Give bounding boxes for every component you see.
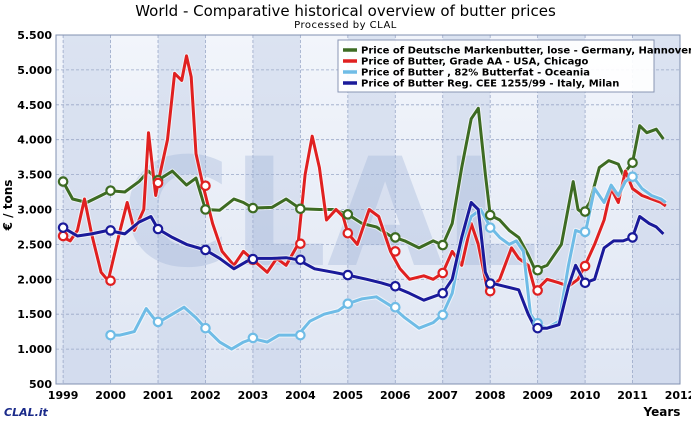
data-point-3 (484, 222, 496, 233)
x-tick-label: 2010 (570, 389, 601, 402)
legend-box (337, 39, 655, 93)
data-point-2 (57, 230, 69, 242)
data-point-3 (295, 329, 306, 341)
data-point-4 (579, 277, 591, 289)
y-tick-labels: 500 1.000 1.500 2.000 2.500 3.000 3.500 4.000 4.… (17, 29, 52, 391)
data-point-4 (389, 280, 401, 292)
data-point-2 (200, 180, 211, 192)
x-tick-label: 2003 (238, 389, 269, 402)
data-point-4 (342, 269, 354, 281)
x-axis-label: Years (643, 405, 681, 419)
chart-subtitle: Processed by CLAL (294, 20, 397, 31)
x-tick-label: 2008 (475, 389, 506, 402)
x-tick-label: 2007 (427, 389, 458, 402)
y-axis-label: € / tons (1, 180, 15, 232)
y-tick-label: 4.500 (17, 99, 52, 112)
data-point-1 (627, 157, 638, 169)
plot-frame (55, 34, 681, 385)
legend: Price of Deutsche Markenbutter, lose - G… (337, 39, 691, 93)
data-point-4 (437, 287, 449, 299)
data-point-4 (247, 253, 259, 265)
data-point-4 (57, 222, 69, 233)
data-point-2 (342, 227, 354, 239)
y-tick-label: 2.500 (17, 238, 52, 251)
data-point-3 (579, 226, 591, 238)
data-point-2 (389, 246, 401, 257)
data-point-3 (152, 316, 164, 328)
x-tick-labels: 1999 2000 2001 2002 2003 2004 2005 2006 2007 2008… (48, 389, 691, 402)
x-tick-label: 2006 (380, 389, 411, 402)
x-tick-label: 2005 (333, 389, 364, 402)
data-point-3 (389, 301, 401, 313)
x-tick-label: 2002 (190, 389, 221, 402)
data-point-4 (627, 232, 638, 243)
data-point-3 (342, 298, 354, 310)
data-point-1 (532, 264, 543, 276)
series-line-1 (61, 106, 665, 272)
data-point-4 (200, 244, 211, 256)
data-point-4 (295, 254, 306, 266)
y-tick-label: 5.500 (17, 29, 52, 42)
data-point-2 (152, 177, 164, 189)
legend-label-2: Price of Butter, Grade AA - USA, Chicago (361, 57, 589, 68)
x-tick-label: 2011 (617, 389, 648, 402)
legend-label-4: Price of Butter Reg. CEE 1255/99 - Italy… (361, 79, 619, 90)
x-tick-label: 2004 (285, 389, 316, 402)
data-point-1 (295, 203, 306, 215)
x-tick-label: 2012 (665, 389, 691, 402)
data-point-1 (57, 176, 69, 187)
y-tick-label: 5.000 (17, 64, 52, 77)
marker-layer (57, 157, 638, 344)
y-tick-label: 2.000 (17, 273, 52, 286)
x-tick-label: 2001 (143, 389, 174, 402)
series-line-4 (62, 201, 665, 330)
y-tick-label: 500 (29, 378, 52, 391)
data-point-1 (579, 206, 591, 217)
y-tick-label: 1.500 (17, 308, 52, 321)
legend-label-3: Price of Butter , 82% Butterfat - Oceani… (361, 68, 590, 79)
data-point-3 (105, 329, 116, 341)
data-point-3 (247, 332, 259, 344)
data-point-2 (532, 285, 543, 296)
data-point-1 (247, 202, 259, 214)
data-point-2 (579, 260, 591, 272)
y-tick-label: 1.000 (17, 343, 52, 356)
data-point-1 (342, 209, 354, 220)
chart-title: World - Comparative historical overview … (135, 2, 556, 20)
data-point-2 (437, 267, 449, 279)
data-point-4 (152, 223, 164, 235)
x-tick-label: 2000 (95, 389, 126, 402)
x-tick-label: 2009 (522, 389, 553, 402)
data-point-2 (105, 275, 116, 286)
clal-logo: CLAL.it (4, 406, 49, 419)
data-point-1 (389, 232, 401, 243)
data-point-1 (200, 204, 211, 215)
y-tick-label: 4.000 (17, 134, 52, 147)
y-tick-label: 3.500 (17, 169, 52, 182)
legend-label-1: Price of Deutsche Markenbutter, lose - G… (361, 46, 691, 57)
data-point-1 (437, 239, 449, 251)
axes (55, 34, 681, 385)
data-point-3 (200, 322, 211, 334)
x-tick-label: 1999 (48, 389, 79, 402)
y-tick-label: 3.000 (17, 204, 52, 217)
data-point-1 (484, 209, 496, 221)
data-point-3 (437, 309, 449, 321)
data-point-4 (105, 225, 116, 236)
data-point-1 (105, 185, 116, 196)
data-point-4 (484, 278, 496, 289)
data-point-2 (295, 238, 306, 250)
data-point-4 (532, 322, 543, 334)
data-point-3 (627, 171, 638, 182)
